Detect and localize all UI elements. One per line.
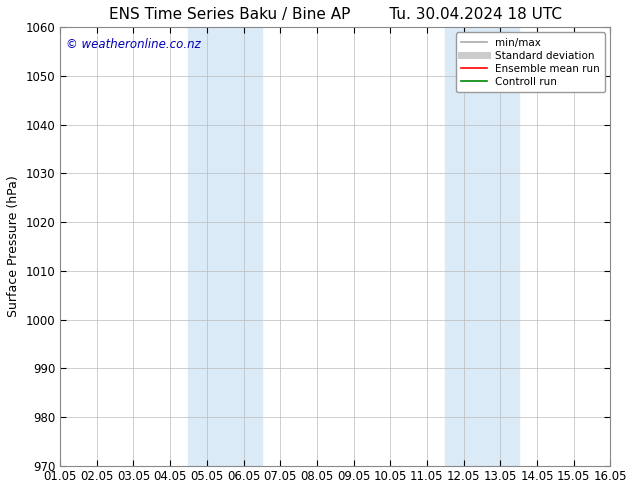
Bar (445, 27, 519, 466)
Legend: min/max, Standard deviation, Ensemble mean run, Controll run: min/max, Standard deviation, Ensemble me… (456, 32, 605, 92)
Text: © weatheronline.co.nz: © weatheronline.co.nz (65, 38, 200, 51)
Y-axis label: Surface Pressure (hPa): Surface Pressure (hPa) (7, 176, 20, 318)
Bar (188, 27, 262, 466)
Title: ENS Time Series Baku / Bine AP        Tu. 30.04.2024 18 UTC: ENS Time Series Baku / Bine AP Tu. 30.04… (108, 7, 562, 22)
